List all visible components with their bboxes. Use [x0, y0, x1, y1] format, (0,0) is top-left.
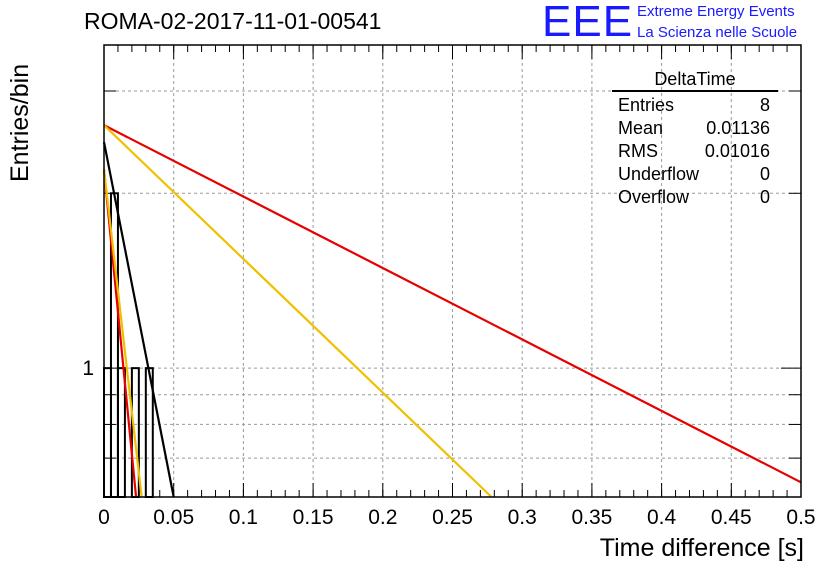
x-tick-label: 0.25 [432, 506, 473, 529]
stats-value: 0 [759, 164, 770, 184]
histogram-bin [103, 367, 112, 498]
stats-label: Overflow [618, 187, 690, 207]
stats-row-mean: Mean 0.01136 [612, 117, 778, 140]
stats-label: Underflow [618, 164, 700, 184]
chart-title: ROMA-02-2017-11-01-00541 [84, 8, 382, 34]
stats-row-entries: Entries 8 [612, 94, 778, 117]
stats-value: 0 [759, 187, 770, 207]
stats-row-rms: RMS 0.01016 [612, 140, 778, 163]
x-tick-label: 0.3 [508, 506, 537, 529]
stats-header: DeltaTime [654, 69, 736, 89]
y-tick-label: 1 [82, 357, 94, 380]
logo-line-2: La Scienza nelle Scuole [637, 24, 798, 41]
stats-divider [612, 90, 778, 92]
x-tick-label: 0 [98, 506, 110, 529]
fit-lines [102, 124, 802, 498]
stats-label: Mean [618, 118, 664, 138]
x-tick-label: 0.1 [229, 506, 258, 529]
histogram-bin [116, 367, 126, 498]
stats-box: DeltaTime Entries 8 Mean 0.01136 RMS 0.0… [612, 68, 778, 209]
y-axis-label: Entries/bin [6, 63, 34, 182]
x-axis-label: Time difference [s] [599, 534, 804, 562]
fit-line [102, 141, 175, 498]
stats-value: 0.01016 [704, 141, 770, 161]
x-tick-label: 0.2 [368, 506, 397, 529]
stats-label: RMS [618, 141, 658, 161]
fit-line [103, 124, 802, 484]
plot-frame [103, 44, 802, 498]
eee-logo-mark: EEE [542, 0, 634, 46]
x-tick-label: 0.35 [571, 506, 612, 529]
stats-value: 0.01136 [706, 118, 770, 138]
stats-row-underflow: Underflow 0 [612, 163, 778, 186]
x-tick-label: 0.15 [293, 506, 334, 529]
tick-labels: 0 0.05 0.1 0.15 0.2 0.25 0.3 0.35 0.4 0.45 0.5 1 [82, 357, 815, 529]
histogram-bin [130, 367, 140, 498]
x-tick-label: 0.4 [647, 506, 677, 529]
logo-line-1: Extreme Energy Events [637, 3, 795, 20]
x-tick-label: 0.45 [711, 506, 752, 529]
fit-line [103, 124, 493, 498]
stats-value: 8 [759, 95, 770, 115]
x-tick-label: 0.05 [153, 506, 194, 529]
x-tick-label: 0.5 [786, 506, 815, 529]
stats-row-overflow: Overflow 0 [612, 186, 778, 209]
stats-label: Entries [618, 95, 675, 115]
fit-line [102, 169, 143, 498]
